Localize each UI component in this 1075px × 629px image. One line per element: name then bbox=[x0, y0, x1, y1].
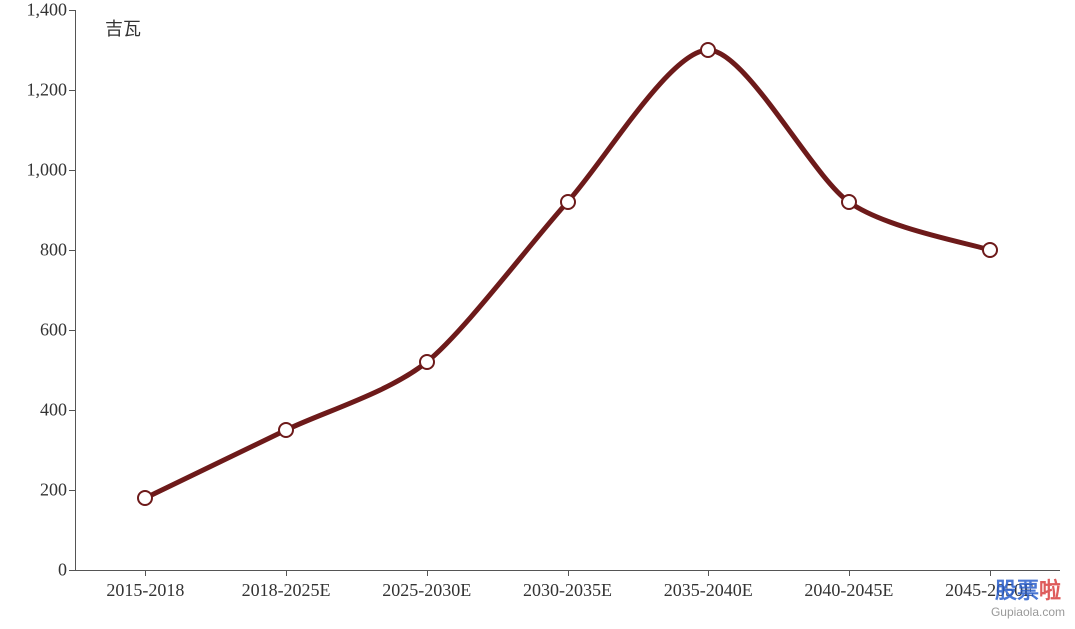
y-tick-mark bbox=[69, 170, 75, 171]
data-point-marker bbox=[700, 42, 716, 58]
x-tick-mark bbox=[849, 570, 850, 576]
plot-area: 吉瓦 02004006008001,0001,2001,4002015-2018… bbox=[75, 10, 1060, 570]
data-point-marker bbox=[419, 354, 435, 370]
y-tick-label: 1,400 bbox=[27, 0, 76, 21]
y-tick-label: 1,200 bbox=[27, 80, 76, 101]
watermark: 股票啦 Gupiaola.com bbox=[991, 573, 1065, 619]
y-tick-mark bbox=[69, 570, 75, 571]
y-tick-label: 1,000 bbox=[27, 160, 76, 181]
x-tick-mark bbox=[708, 570, 709, 576]
y-tick-mark bbox=[69, 410, 75, 411]
y-tick-mark bbox=[69, 10, 75, 11]
data-point-marker bbox=[278, 422, 294, 438]
watermark-url: Gupiaola.com bbox=[991, 605, 1065, 619]
series-line bbox=[145, 50, 989, 498]
y-tick-mark bbox=[69, 90, 75, 91]
data-point-marker bbox=[841, 194, 857, 210]
line-chart-svg bbox=[75, 10, 1060, 570]
x-tick-mark bbox=[286, 570, 287, 576]
data-point-marker bbox=[137, 490, 153, 506]
y-tick-mark bbox=[69, 250, 75, 251]
x-tick-mark bbox=[427, 570, 428, 576]
y-axis-line bbox=[75, 10, 76, 570]
data-point-marker bbox=[560, 194, 576, 210]
watermark-logo-text: 股票啦 bbox=[991, 573, 1065, 605]
x-tick-mark bbox=[568, 570, 569, 576]
chart-container: 吉瓦 02004006008001,0001,2001,4002015-2018… bbox=[0, 0, 1075, 629]
x-tick-mark bbox=[145, 570, 146, 576]
data-point-marker bbox=[982, 242, 998, 258]
y-tick-mark bbox=[69, 330, 75, 331]
y-tick-mark bbox=[69, 490, 75, 491]
